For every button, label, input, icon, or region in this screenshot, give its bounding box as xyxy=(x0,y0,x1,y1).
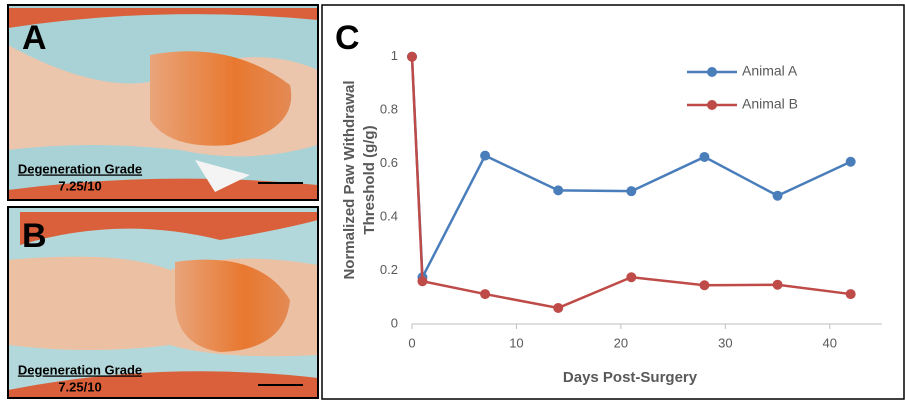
panel-label: A xyxy=(22,19,47,57)
grade: 7.25/10 xyxy=(58,379,101,394)
y-tick-label: 0.8 xyxy=(380,102,398,117)
y-axis-title-line: Normalized Paw Withdrawal xyxy=(341,80,358,279)
data-point xyxy=(417,276,428,287)
grade: 7.25/10 xyxy=(58,178,101,193)
legend-label: Animal A xyxy=(742,63,798,79)
legend-marker xyxy=(707,67,717,77)
series-line xyxy=(410,56,852,282)
y-tick-label: 0.4 xyxy=(380,209,398,224)
data-point xyxy=(553,185,564,196)
x-tick-label: 10 xyxy=(509,335,523,350)
legend-label: Animal B xyxy=(742,96,798,112)
data-point xyxy=(480,150,491,161)
data-point xyxy=(772,279,783,290)
x-tick-label: 40 xyxy=(823,335,837,350)
legend-marker xyxy=(707,100,717,110)
y-tick-label: 1 xyxy=(391,48,398,63)
y-tick-label: 0.6 xyxy=(380,155,398,170)
data-point xyxy=(626,272,637,283)
y-tick-label: 0 xyxy=(391,315,398,330)
y-axis-title: Normalized Paw Withdrawal Threshold (g/g… xyxy=(341,80,378,279)
panel-label: C xyxy=(335,19,360,57)
data-point xyxy=(480,289,491,300)
y-axis-title-line: Threshold (g/g) xyxy=(361,125,378,234)
x-tick-label: 20 xyxy=(614,335,628,350)
panel-label: B xyxy=(22,217,47,255)
y-tick-label: 0.2 xyxy=(380,262,398,277)
data-point xyxy=(772,190,783,201)
x-tick-label: 30 xyxy=(718,335,732,350)
series-line xyxy=(410,56,851,310)
data-point xyxy=(699,151,710,162)
x-axis-title: Days Post-Surgery xyxy=(563,369,698,386)
caption: Degeneration Grade xyxy=(18,362,142,377)
data-point xyxy=(699,280,710,291)
histology-b xyxy=(8,207,318,398)
data-point xyxy=(626,186,637,197)
data-point xyxy=(845,156,856,167)
histology-a xyxy=(8,5,318,200)
data-point xyxy=(553,302,564,313)
x-tick-label: 0 xyxy=(408,335,415,350)
caption: Degeneration Grade xyxy=(18,161,142,176)
data-point xyxy=(845,289,856,300)
data-point xyxy=(407,51,417,62)
